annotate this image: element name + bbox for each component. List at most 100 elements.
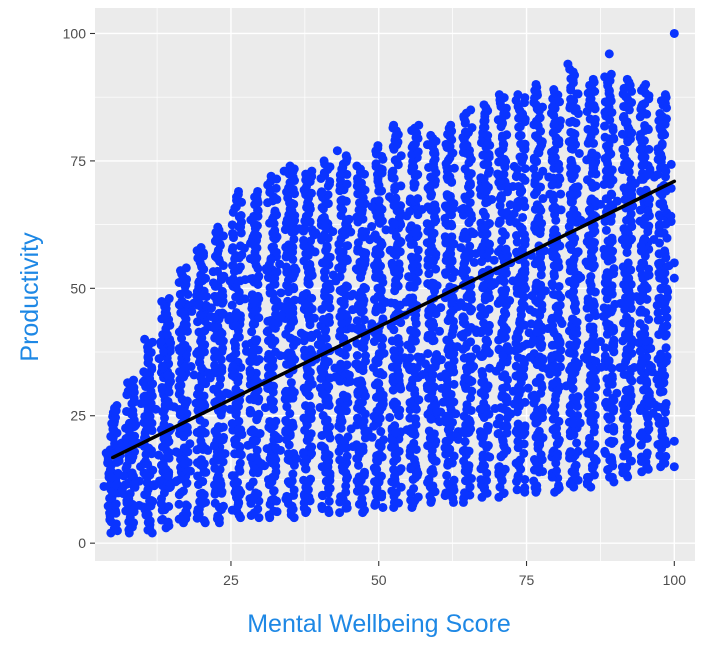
data-point [446, 249, 456, 259]
data-point [467, 352, 477, 362]
data-point [552, 466, 562, 476]
data-point [513, 419, 523, 429]
data-point [376, 471, 386, 481]
data-point [336, 203, 346, 213]
data-point [374, 196, 384, 206]
data-point [359, 337, 369, 347]
data-point [561, 381, 571, 391]
data-point [623, 241, 633, 251]
data-point [449, 475, 459, 485]
data-point [340, 436, 350, 446]
data-point [120, 480, 130, 490]
data-point [369, 411, 379, 421]
data-point [570, 341, 580, 351]
data-point [111, 480, 121, 490]
data-point [289, 316, 299, 326]
data-point [603, 412, 613, 422]
data-point [291, 454, 301, 464]
data-point [479, 280, 489, 290]
data-point [582, 472, 592, 482]
data-point [548, 321, 558, 331]
data-point [587, 194, 597, 204]
data-point [249, 296, 259, 306]
data-point [387, 486, 397, 496]
data-point [494, 170, 504, 180]
data-point [121, 463, 131, 473]
data-point [644, 264, 654, 274]
data-point [492, 419, 502, 429]
data-point [626, 209, 636, 219]
data-point [566, 216, 576, 226]
data-point [205, 373, 215, 383]
data-point [498, 351, 508, 361]
data-point [389, 120, 399, 130]
data-point [231, 384, 241, 394]
data-point [262, 444, 272, 454]
data-point [199, 516, 209, 526]
data-point [525, 352, 535, 362]
data-point [568, 128, 578, 138]
data-point [656, 349, 666, 359]
data-point [531, 171, 541, 181]
data-point [550, 250, 560, 260]
data-point [367, 432, 377, 442]
data-point [230, 340, 240, 350]
data-point [520, 93, 530, 103]
data-point [608, 323, 618, 333]
data-point [598, 311, 608, 321]
data-point [203, 445, 213, 455]
data-point [540, 286, 550, 296]
data-point [485, 246, 495, 256]
data-point [344, 214, 354, 224]
data-point [195, 310, 205, 320]
data-point [513, 197, 523, 207]
data-point [424, 426, 434, 436]
data-point [622, 422, 632, 432]
data-point [440, 232, 450, 242]
data-point [445, 363, 455, 373]
trend-line-group [110, 179, 677, 460]
data-point [520, 164, 530, 174]
data-point [338, 466, 348, 476]
data-point [281, 387, 291, 397]
data-point [456, 298, 466, 308]
data-point [472, 328, 482, 338]
data-point [600, 343, 610, 353]
data-point [575, 215, 585, 225]
data-point [645, 194, 655, 204]
data-point [193, 471, 203, 481]
data-point [442, 470, 452, 480]
data-point [622, 74, 632, 84]
y-axis-title: Productivity [16, 232, 44, 362]
data-point [432, 281, 442, 291]
data-point [623, 162, 633, 172]
data-point [553, 310, 563, 320]
data-point [568, 384, 578, 394]
data-point [174, 405, 184, 415]
data-point [476, 464, 486, 474]
data-point [322, 244, 332, 254]
data-point [358, 442, 368, 452]
data-point [310, 247, 320, 257]
data-point [413, 245, 423, 255]
data-point [189, 370, 199, 380]
data-point [496, 451, 506, 461]
data-point [247, 439, 257, 449]
y-tick-label: 50 [70, 280, 86, 296]
data-point [461, 148, 471, 158]
data-point [567, 197, 577, 207]
data-point [357, 494, 367, 504]
data-point [514, 122, 524, 132]
data-point [359, 315, 369, 325]
data-point [520, 268, 530, 278]
data-point [568, 137, 578, 147]
data-point [620, 233, 630, 243]
data-point [187, 306, 197, 316]
data-point [520, 474, 530, 484]
data-point [660, 90, 670, 100]
data-point [389, 352, 399, 362]
data-point [138, 377, 148, 387]
data-point [627, 190, 637, 200]
data-point [462, 405, 472, 415]
data-point [627, 222, 637, 232]
